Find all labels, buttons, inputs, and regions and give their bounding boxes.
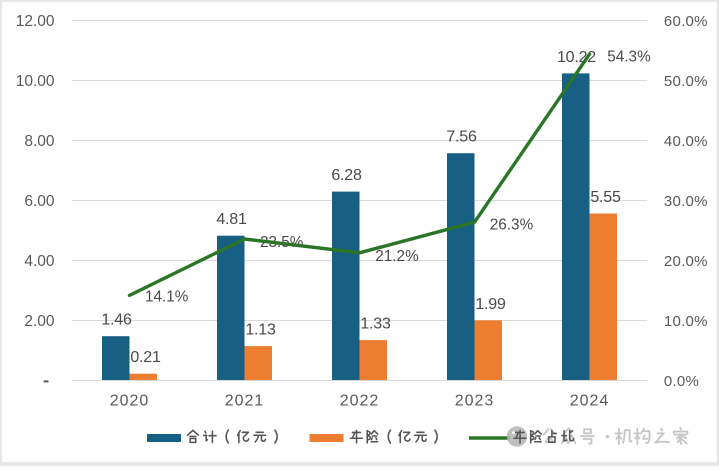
svg-text:5.55: 5.55 xyxy=(590,189,621,206)
svg-text:10.00: 10.00 xyxy=(16,73,55,90)
svg-text:60.0%: 60.0% xyxy=(664,13,708,30)
svg-text:14.1%: 14.1% xyxy=(145,288,189,305)
svg-text:12.00: 12.00 xyxy=(16,13,55,30)
svg-text:10.0%: 10.0% xyxy=(664,313,708,330)
svg-text:0.21: 0.21 xyxy=(130,349,161,366)
svg-text:30.0%: 30.0% xyxy=(664,193,708,210)
svg-text:1.99: 1.99 xyxy=(475,296,506,313)
svg-text:20.0%: 20.0% xyxy=(664,253,708,270)
svg-text:2023: 2023 xyxy=(455,393,495,410)
svg-text:4.81: 4.81 xyxy=(216,211,247,228)
svg-text:10.22: 10.22 xyxy=(557,49,596,66)
svg-text:4.00: 4.00 xyxy=(24,253,55,270)
svg-text:40.0%: 40.0% xyxy=(664,133,708,150)
svg-text:2.00: 2.00 xyxy=(24,313,55,330)
svg-text:2022: 2022 xyxy=(340,393,380,410)
svg-text:54.3%: 54.3% xyxy=(607,48,651,65)
svg-text:21.2%: 21.2% xyxy=(375,248,419,265)
svg-text:0.0%: 0.0% xyxy=(664,373,699,390)
svg-text:1.33: 1.33 xyxy=(360,316,391,333)
svg-text:2021: 2021 xyxy=(225,393,265,410)
svg-text:2024: 2024 xyxy=(570,393,610,410)
svg-text:6.28: 6.28 xyxy=(331,167,362,184)
svg-text:50.0%: 50.0% xyxy=(664,73,708,90)
svg-text:1.13: 1.13 xyxy=(245,322,276,339)
svg-text:8.00: 8.00 xyxy=(24,133,55,150)
svg-text:7.56: 7.56 xyxy=(446,129,477,146)
svg-text:26.3%: 26.3% xyxy=(490,216,534,233)
svg-text:6.00: 6.00 xyxy=(24,193,55,210)
svg-text:2020: 2020 xyxy=(110,393,150,410)
svg-text:1.46: 1.46 xyxy=(101,312,132,329)
